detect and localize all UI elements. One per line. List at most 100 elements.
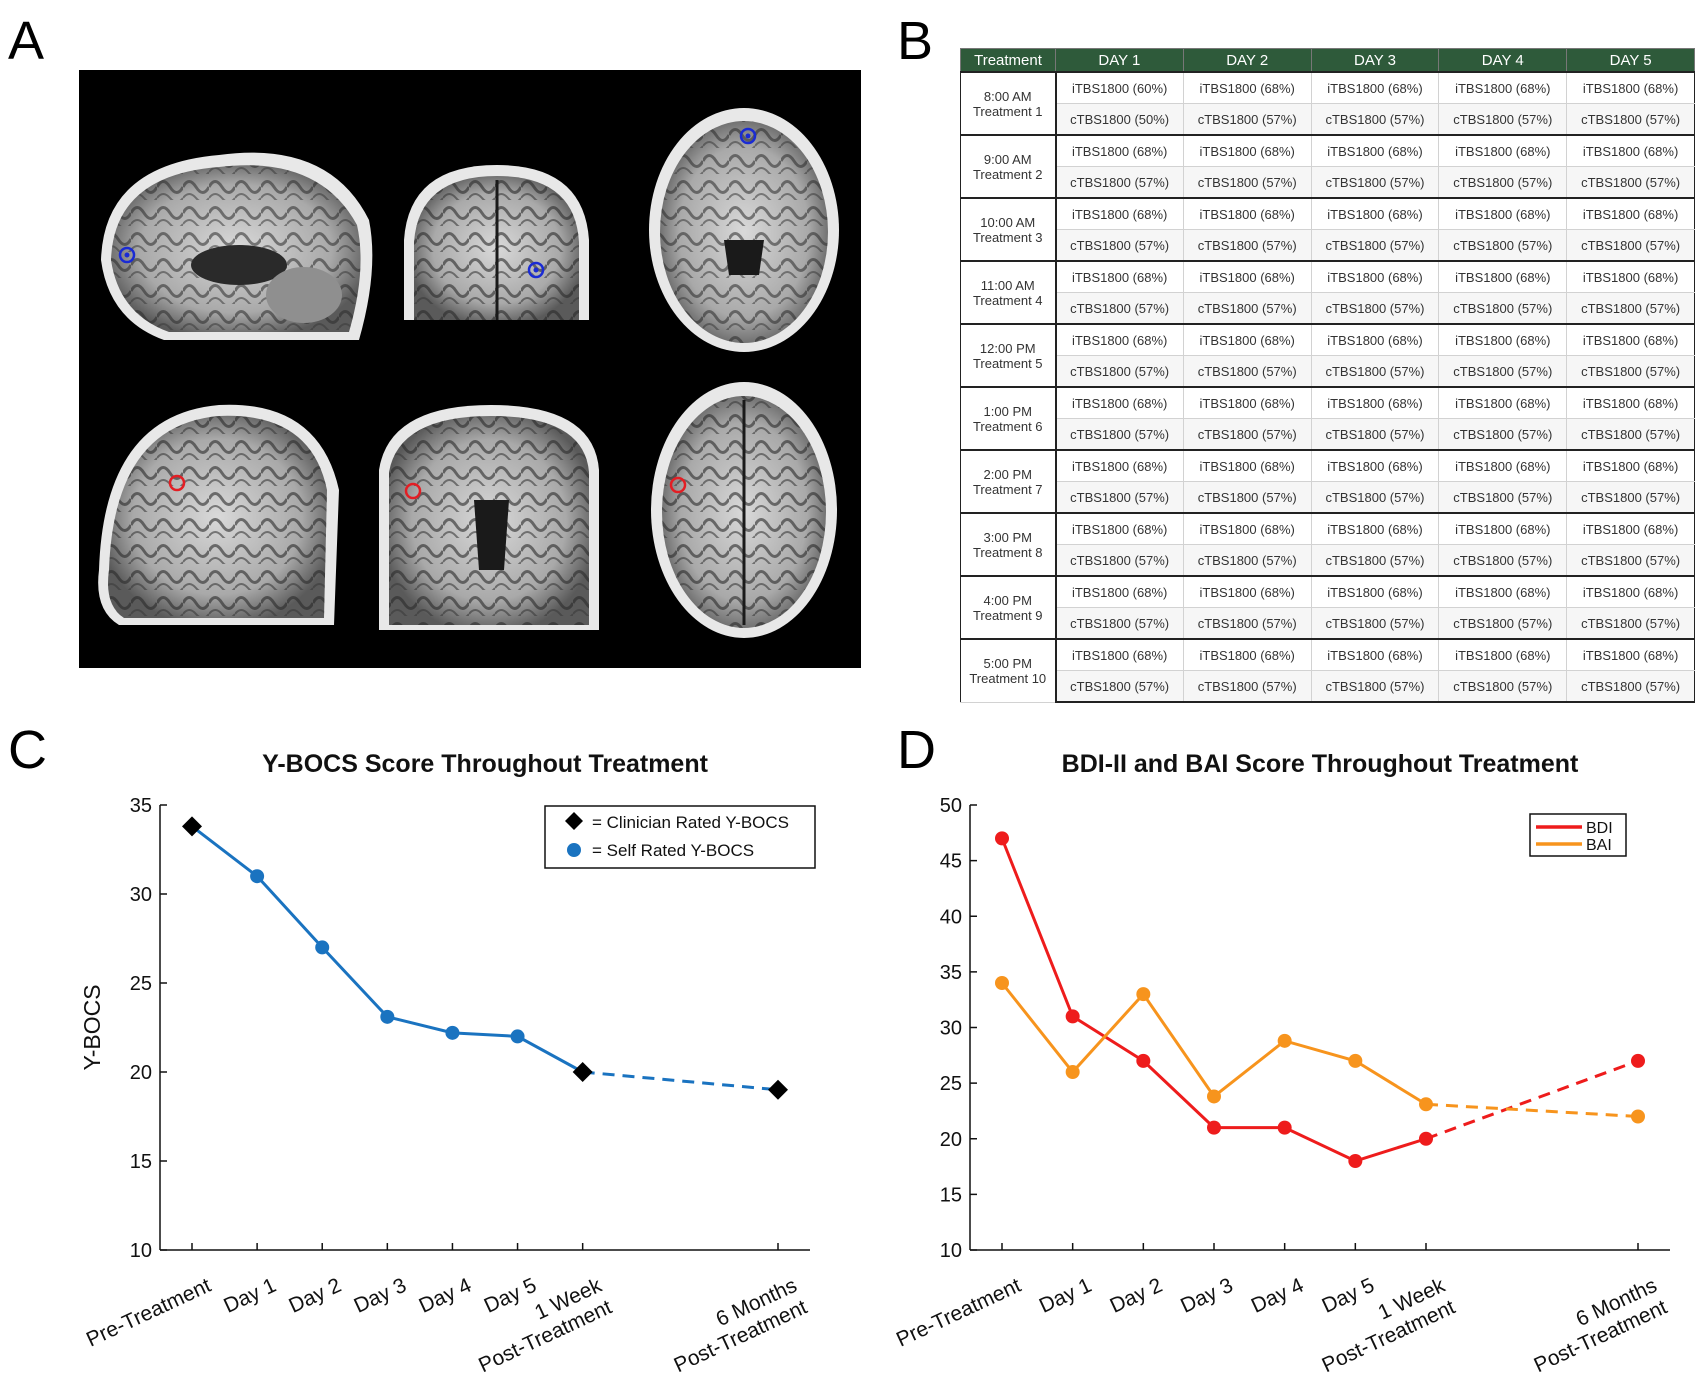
legend-entry: BDI [1586, 820, 1613, 837]
header-treatment: Treatment [960, 48, 1056, 73]
legend-entry: = Clinician Rated Y-BOCS [592, 813, 789, 832]
ctbs-cell: cTBS1800 (57%) [1438, 292, 1568, 325]
data-point-diamond [182, 816, 202, 837]
itbs-cell: iTBS1800 (68%) [1566, 197, 1695, 230]
ctbs-cell: cTBS1800 (57%) [1566, 292, 1695, 325]
ybocs-chart: Y-BOCS Score Throughout Treatment 10 15 20 2… [79, 750, 816, 1377]
x-tick-label: Day 5 [481, 1274, 540, 1318]
y-tick-label: 10 [940, 1240, 962, 1262]
data-point [1419, 1097, 1433, 1112]
itbs-cell: iTBS1800 (68%) [1182, 260, 1312, 293]
itbs-cell: iTBS1800 (68%) [1438, 134, 1568, 167]
itbs-cell: iTBS1800 (68%) [1055, 323, 1184, 356]
header-day-2: DAY 2 [1182, 48, 1312, 73]
header-day-1: DAY 1 [1055, 48, 1184, 73]
itbs-cell: iTBS1800 (68%) [1182, 197, 1312, 230]
mri-figure [79, 70, 861, 668]
itbs-cell: iTBS1800 (68%) [1310, 638, 1440, 671]
series-line [1000, 837, 1427, 1163]
itbs-cell: iTBS1800 (68%) [1182, 575, 1312, 608]
itbs-cell: iTBS1800 (68%) [1182, 323, 1312, 356]
y-tick-label: 40 [940, 906, 962, 928]
x-tick-label: Day 3 [350, 1274, 409, 1318]
itbs-cell: iTBS1800 (68%) [1182, 386, 1312, 419]
data-point [1348, 1154, 1363, 1168]
y-tick-label: 35 [130, 795, 152, 817]
itbs-cell: iTBS1800 (68%) [1566, 575, 1695, 608]
table-row: cTBS1800 (57%) cTBS1800 (57%) cTBS1800 (57… [961, 418, 1695, 451]
data-point [1277, 1033, 1292, 1048]
treatment-slot-cell: 2:00 PM Treatment 7 [960, 449, 1057, 514]
ctbs-cell: cTBS1800 (57%) [1310, 670, 1440, 703]
table-row: cTBS1800 (57%) cTBS1800 (57%) cTBS1800 (57… [961, 292, 1695, 325]
itbs-cell: iTBS1800 (68%) [1182, 638, 1312, 671]
ctbs-cell: cTBS1800 (57%) [1438, 670, 1568, 703]
data-point [445, 1025, 460, 1040]
ctbs-cell: cTBS1800 (57%) [1182, 103, 1312, 136]
itbs-cell: iTBS1800 (68%) [1310, 449, 1440, 482]
y-tick-label: 30 [130, 884, 152, 906]
y-axis-label: Y-BOCS [79, 984, 105, 1070]
table-row: cTBS1800 (57%) cTBS1800 (57%) cTBS1800 (57… [961, 607, 1695, 640]
data-point [1065, 1009, 1080, 1024]
series-line-dashed [1425, 1102, 1639, 1118]
x-tick-label-line: Day 3 [350, 1274, 409, 1318]
y-tick-label: 25 [940, 1073, 962, 1095]
itbs-cell: iTBS1800 (68%) [1310, 260, 1440, 293]
ctbs-cell: cTBS1800 (57%) [1438, 103, 1568, 136]
table-row: 11:00 AM Treatment 4 iTBS1800 (68%) iTBS180… [960, 260, 1695, 325]
table-row: cTBS1800 (57%) cTBS1800 (57%) cTBS1800 (57… [961, 670, 1695, 703]
chart-title: BDI-II and BAI Score Throughout Treatmen… [1062, 750, 1579, 778]
ctbs-cell: cTBS1800 (57%) [1055, 229, 1184, 262]
treatment-slot-cell: 3:00 PM Treatment 8 [960, 512, 1057, 577]
ctbs-cell: cTBS1800 (57%) [1182, 166, 1312, 199]
treatment-slot-cell: 8:00 AM Treatment 1 [960, 71, 1057, 136]
ctbs-cell: cTBS1800 (57%) [1310, 544, 1440, 577]
legend: = Clinician Rated Y-BOCS = Self Rated Y-B… [544, 805, 816, 869]
ctbs-cell: cTBS1800 (57%) [1055, 607, 1184, 640]
series-line-dashed [1425, 1059, 1639, 1141]
legend-circle [567, 843, 581, 857]
itbs-cell: iTBS1800 (68%) [1310, 134, 1440, 167]
ctbs-cell: cTBS1800 (57%) [1055, 292, 1184, 325]
data-point [1419, 1131, 1433, 1146]
itbs-cell: iTBS1800 (68%) [1438, 260, 1568, 293]
slot-label: Treatment 7 [972, 481, 1043, 497]
ctbs-cell: cTBS1800 (57%) [1438, 229, 1568, 262]
itbs-cell: iTBS1800 (68%) [1566, 260, 1695, 293]
slot-label: Treatment 4 [972, 292, 1043, 308]
panel-label-a: A [8, 11, 45, 71]
ctbs-cell: cTBS1800 (57%) [1055, 544, 1184, 577]
x-tick-label: Day 4 [416, 1274, 476, 1318]
ctbs-cell: cTBS1800 (57%) [1566, 229, 1695, 262]
x-tick-label-line: Pre-Treatment [83, 1274, 215, 1352]
itbs-cell: iTBS1800 (68%) [1310, 512, 1440, 545]
itbs-cell: iTBS1800 (68%) [1438, 638, 1568, 671]
mri-image [79, 70, 861, 668]
x-tick-label-line: Day 1 [220, 1274, 279, 1318]
table-row: 9:00 AM Treatment 2 iTBS1800 (68%) iTBS1800… [960, 134, 1695, 199]
y-tick-label: 15 [940, 1184, 962, 1206]
ctbs-cell: cTBS1800 (57%) [1438, 355, 1568, 388]
y-tick-label: 15 [130, 1151, 152, 1173]
y-tick-label: 45 [940, 851, 962, 873]
slot-label: Treatment 2 [972, 166, 1043, 182]
itbs-cell: iTBS1800 (68%) [1182, 512, 1312, 545]
slot-label: Treatment 5 [972, 355, 1043, 371]
itbs-cell: iTBS1800 (68%) [1055, 134, 1184, 167]
itbs-cell: iTBS1800 (68%) [1566, 134, 1695, 167]
ctbs-cell: cTBS1800 (57%) [1055, 355, 1184, 388]
sagittal-slice-bottom [98, 404, 339, 625]
itbs-cell: iTBS1800 (68%) [1566, 512, 1695, 545]
table-row: 10:00 AM Treatment 3 iTBS1800 (68%) iTBS180… [960, 197, 1695, 262]
table-header-row: Treatment DAY 1 DAY 2 DAY 3 DAY 4 DAY 5 [960, 48, 1695, 73]
ctbs-cell: cTBS1800 (57%) [1438, 418, 1568, 451]
treatment-slot-cell: 10:00 AM Treatment 3 [960, 197, 1057, 262]
x-tick-label-line: Pre-Treatment [893, 1274, 1025, 1352]
data-point-diamond [768, 1079, 788, 1100]
ctbs-cell: cTBS1800 (57%) [1310, 292, 1440, 325]
legend-box [544, 805, 816, 869]
legend-entry: = Self Rated Y-BOCS [592, 841, 754, 860]
itbs-cell: iTBS1800 (68%) [1438, 71, 1568, 104]
